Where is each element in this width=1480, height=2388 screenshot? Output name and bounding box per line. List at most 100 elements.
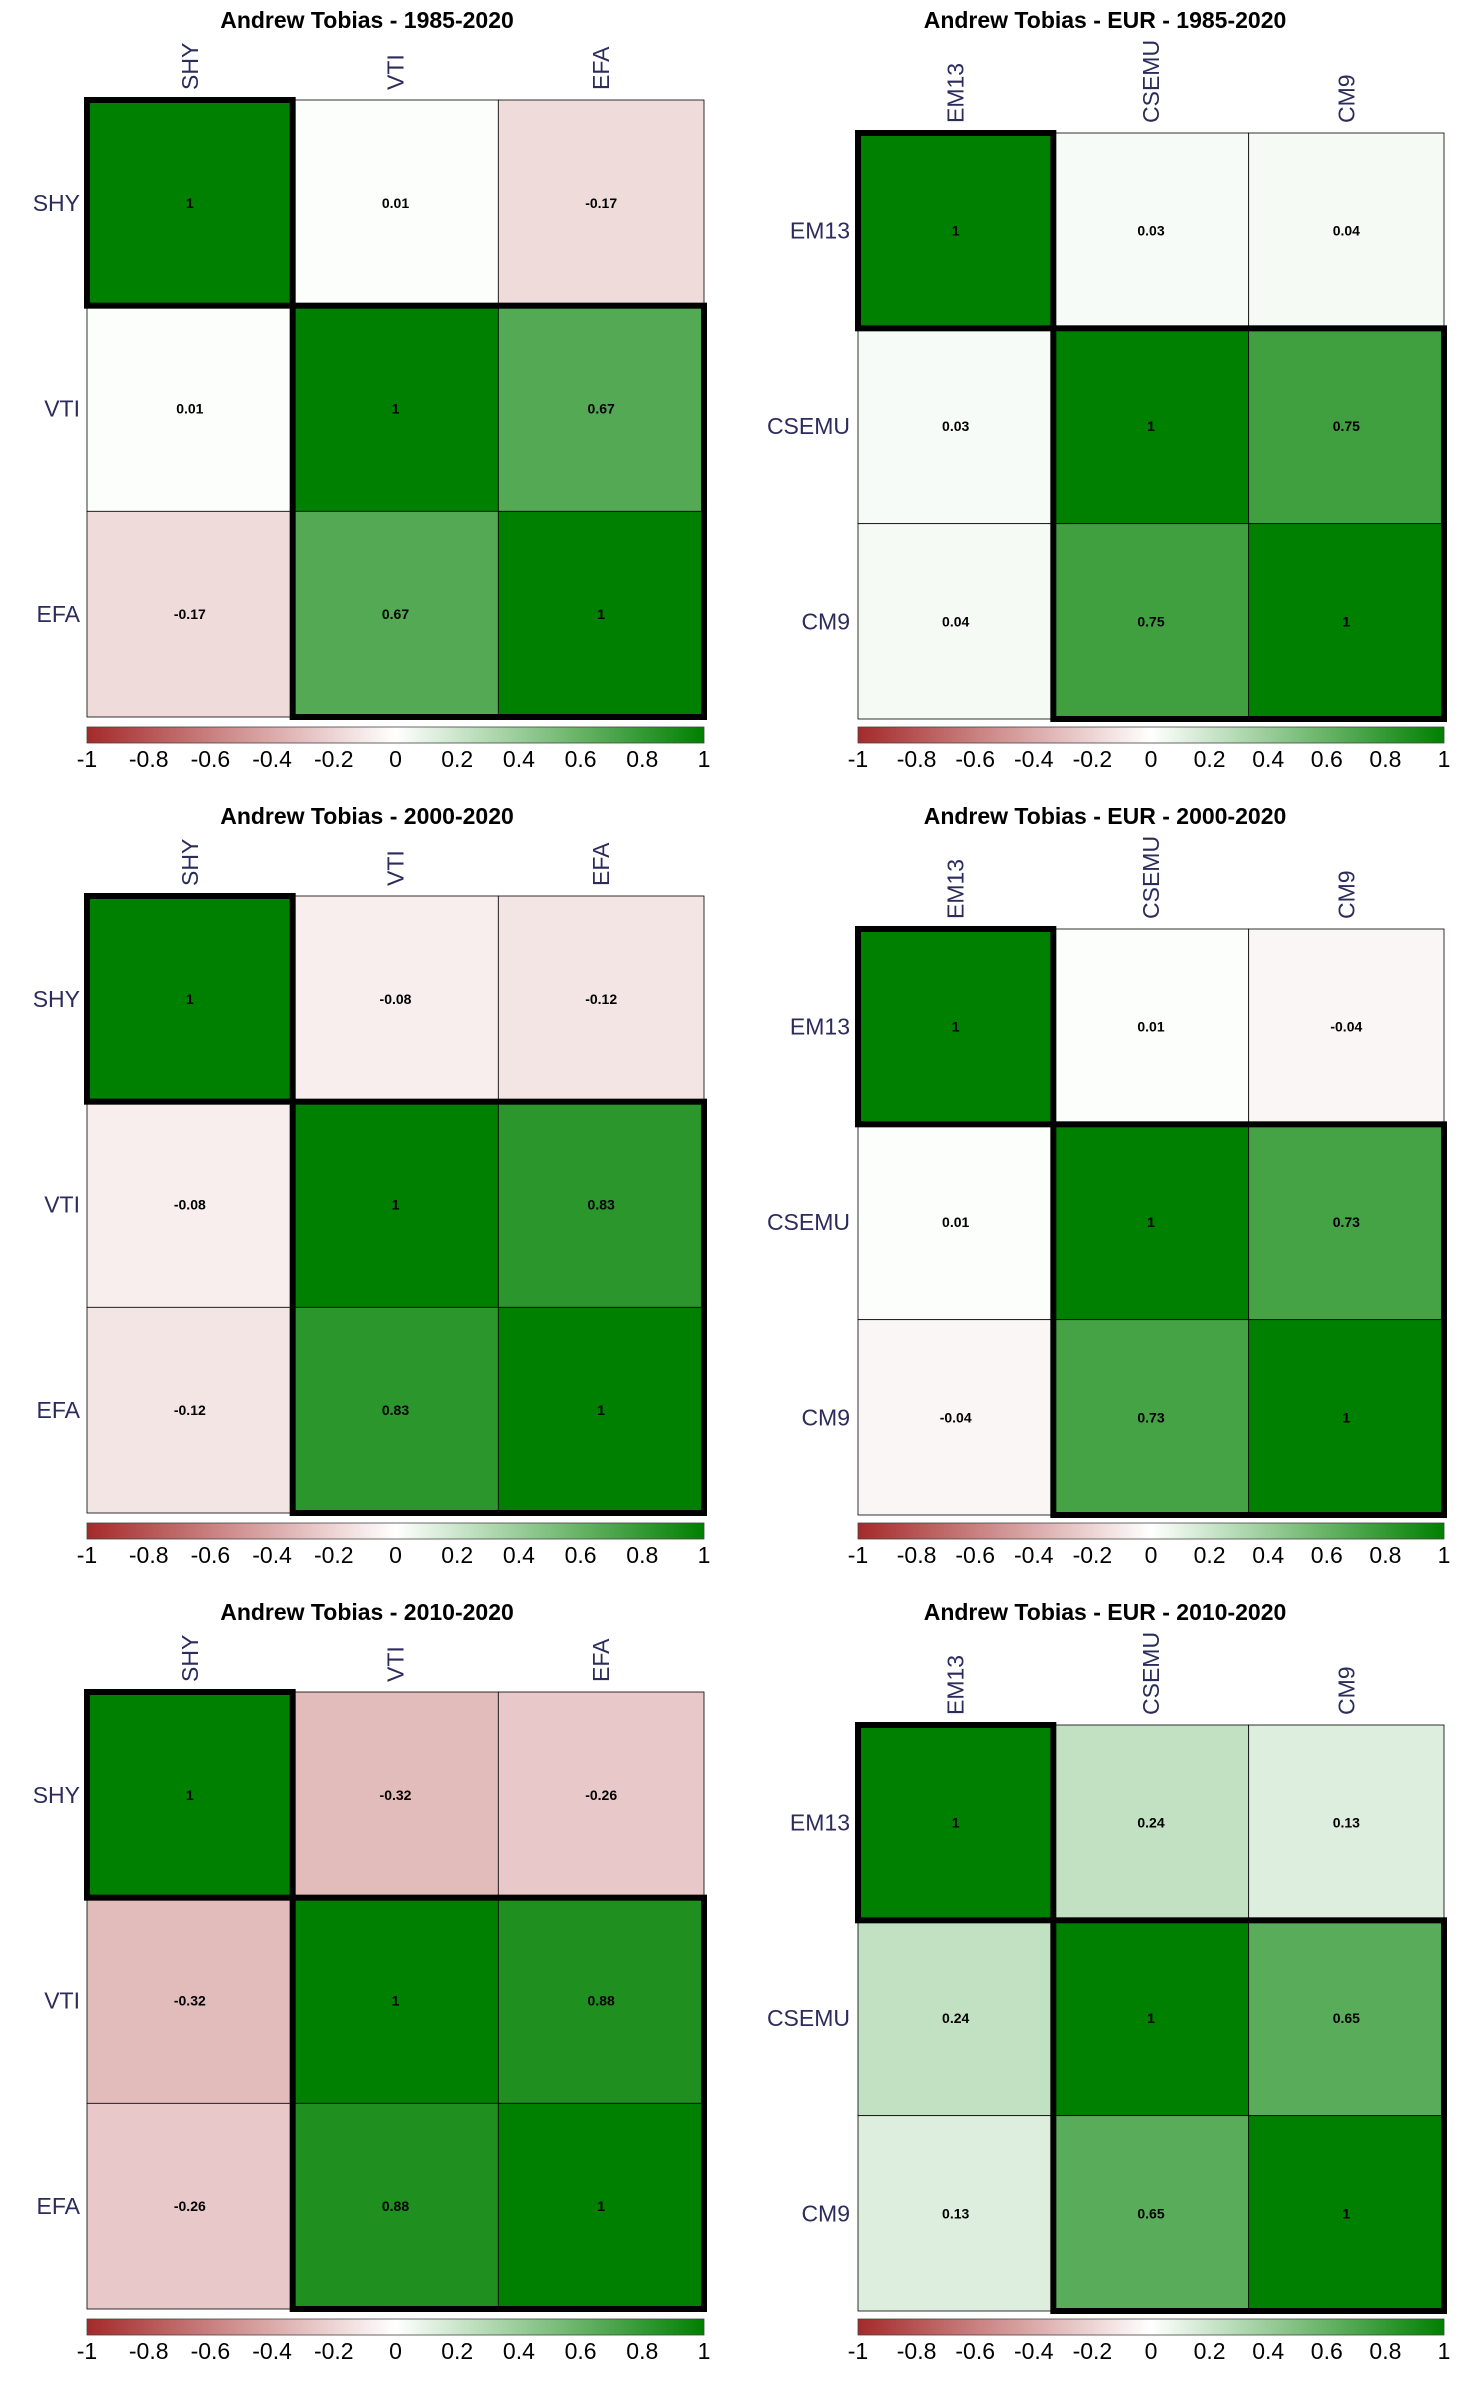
heatmap-cell	[292, 305, 499, 512]
cell-value-label: 0.13	[1333, 1815, 1360, 1831]
column-label: VTI	[383, 54, 409, 90]
cell-value-label: -0.32	[174, 1993, 206, 2009]
heatmap-cell	[857, 327, 1054, 525]
cell-value-label: 0.01	[942, 1214, 969, 1230]
cell-value-label: 0.04	[1333, 223, 1360, 239]
colorbar-tick-label: -0.2	[314, 746, 354, 772]
heatmap-cell	[497, 1306, 705, 1514]
colorbar-tick-label: 1	[1438, 2338, 1451, 2364]
colorbar-tick-label: 0.4	[1252, 746, 1284, 772]
heatmap-cell	[1248, 2115, 1445, 2312]
cell-value-label: 1	[392, 1197, 400, 1213]
row-label: EM13	[790, 1014, 850, 1040]
cell-value-label: 1	[1342, 2205, 1350, 2221]
cell-value-label: -0.17	[585, 195, 617, 211]
colorbar-tick-label: -0.2	[1073, 2338, 1113, 2364]
heatmap-cell	[1052, 132, 1250, 329]
heatmap-cell	[292, 2102, 499, 2310]
colorbar-tick-label: -1	[848, 2338, 868, 2364]
heatmap-cell	[857, 1919, 1054, 2117]
row-label: VTI	[44, 1192, 80, 1218]
cell-value-label: -0.32	[380, 1787, 412, 1803]
heatmap-cell	[292, 1306, 499, 1514]
chart-title: Andrew Tobias - EUR - 1985-2020	[924, 7, 1287, 33]
colorbar-tick-label: -0.4	[252, 2338, 292, 2364]
cell-value-label: 1	[597, 606, 605, 622]
colorbar-tick-label: -1	[77, 1542, 97, 1568]
colorbar-tick-label: -0.6	[191, 2338, 231, 2364]
chart-title: Andrew Tobias - 1985-2020	[220, 7, 514, 33]
colorbar-tick-label: 0	[1145, 1542, 1158, 1568]
heatmap-cell	[292, 1691, 499, 1899]
column-label: VTI	[383, 850, 409, 886]
heatmap-cell	[86, 1691, 294, 1899]
cell-value-label: 0.65	[1333, 2010, 1360, 2026]
colorbar-tick-label: -0.4	[1014, 2338, 1054, 2364]
column-label: CM9	[1333, 74, 1359, 123]
colorbar-tick-label: -1	[848, 746, 868, 772]
cell-value-label: 0.83	[382, 1402, 409, 1418]
cell-value-label: -0.12	[585, 991, 617, 1007]
column-label: SHY	[177, 1635, 203, 1682]
colorbar-tick-label: 0.8	[1369, 1542, 1401, 1568]
colorbar-tick-label: 0.2	[1194, 746, 1226, 772]
cell-value-label: 1	[392, 401, 400, 417]
colorbar-tick-label: 0.4	[503, 2338, 535, 2364]
row-label: CM9	[801, 2200, 850, 2226]
cell-value-label: 0.04	[942, 613, 969, 629]
colorbar-tick-label: 0.2	[441, 1542, 473, 1568]
colorbar-tick-label: 1	[1438, 746, 1451, 772]
cluster-border	[1050, 1121, 1448, 1519]
cell-value-label: 0.67	[588, 401, 615, 417]
cell-value-label: -0.04	[1330, 1019, 1362, 1035]
colorbar-tick-label: -1	[77, 746, 97, 772]
colorbar-tick-label: 0.6	[565, 2338, 597, 2364]
cell-value-label: 1	[1147, 418, 1155, 434]
cell-value-label: 1	[1147, 2010, 1155, 2026]
cell-value-label: 0.01	[382, 195, 409, 211]
cell-value-label: 0.13	[942, 2205, 969, 2221]
heatmap-cell	[292, 1101, 499, 1308]
colorbar-tick-label: -0.6	[955, 1542, 995, 1568]
heatmap-cell	[497, 99, 705, 307]
heatmap-cell	[1248, 1123, 1445, 1321]
cell-value-label: 0.88	[588, 1993, 615, 2009]
cell-value-label: 0.73	[1333, 1214, 1360, 1230]
heatmap-cell	[86, 305, 294, 512]
cell-value-label: 1	[1342, 1409, 1350, 1425]
heatmap-cell	[857, 1724, 1054, 1921]
heatmap-cell	[86, 1306, 294, 1514]
row-label: EFA	[37, 2193, 81, 2219]
row-label: EM13	[790, 1810, 850, 1836]
heatmap-panel: Andrew Tobias - 2010-2020 1 -0.32 -0.26 -0.3…	[33, 1599, 711, 2364]
heatmap-cell	[1248, 1919, 1445, 2117]
cell-value-label: 0.67	[382, 606, 409, 622]
column-label: SHY	[177, 43, 203, 90]
chart-title: Andrew Tobias - 2010-2020	[220, 1599, 514, 1625]
cell-value-label: -0.26	[585, 1787, 617, 1803]
cell-value-label: 1	[1342, 613, 1350, 629]
heatmap-cell	[86, 510, 294, 718]
colorbar	[86, 2318, 705, 2336]
cluster-border	[855, 130, 1057, 332]
column-label: VTI	[383, 1646, 409, 1682]
heatmap-panel: Andrew Tobias - EUR - 1985-2020 1 0.03 0.04…	[767, 7, 1450, 772]
row-label: SHY	[33, 190, 80, 216]
colorbar-tick-label: 0.8	[626, 2338, 658, 2364]
cell-value-label: 0.73	[1137, 1409, 1164, 1425]
heatmap-cell	[292, 99, 499, 307]
row-label: EM13	[790, 218, 850, 244]
column-label: CM9	[1333, 1666, 1359, 1715]
heatmap-cell	[1052, 327, 1250, 525]
colorbar-tick-label: -1	[848, 1542, 868, 1568]
heatmap-cell	[497, 305, 705, 512]
colorbar-tick-label: 0.6	[1311, 746, 1343, 772]
cell-value-label: 1	[1147, 1214, 1155, 1230]
cluster-border	[289, 1098, 707, 1516]
heatmap-cell	[1248, 1319, 1445, 1516]
heatmap-cell	[497, 1691, 705, 1899]
colorbar-tick-label: 0.2	[1194, 1542, 1226, 1568]
colorbar-tick-label: -0.2	[1073, 1542, 1113, 1568]
chart-title: Andrew Tobias - 2000-2020	[220, 803, 514, 829]
